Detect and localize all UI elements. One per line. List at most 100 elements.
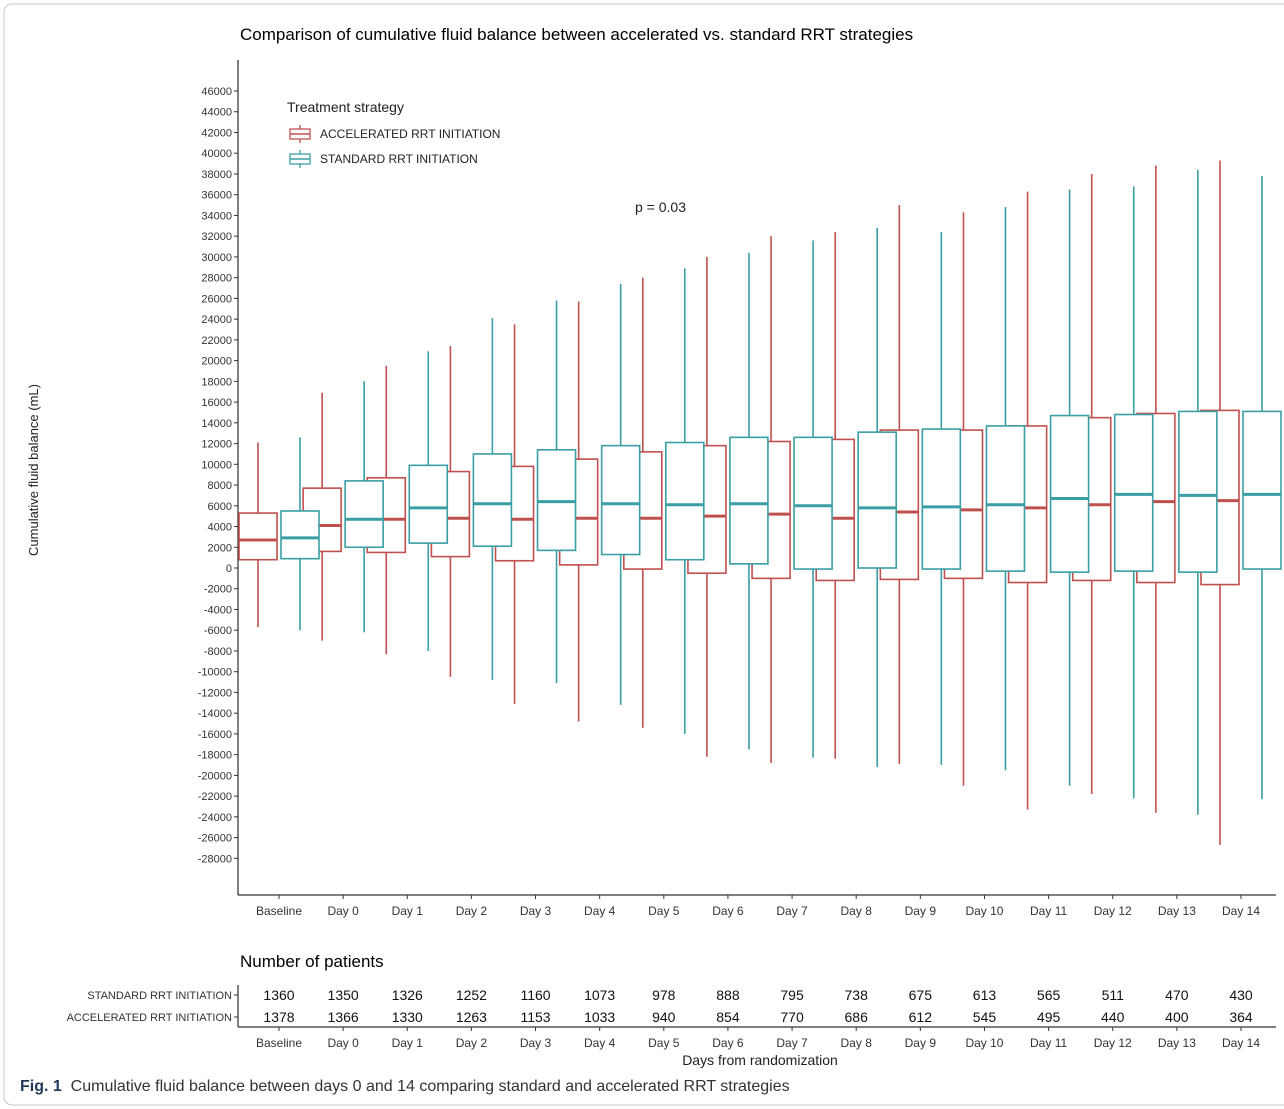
x-tick-label: Day 6 [712, 904, 744, 918]
box-standard [921, 428, 962, 570]
risk-table-x-tick-label: Day 10 [965, 1036, 1003, 1050]
risk-table-x-tick-label: Day 11 [1030, 1036, 1067, 1050]
y-tick-label: -12000 [198, 687, 232, 699]
y-tick-label: -20000 [198, 770, 232, 782]
risk-table-value: 978 [652, 987, 676, 1003]
box-standard [600, 444, 641, 556]
box-standard [729, 436, 769, 565]
risk-table-value: 1252 [456, 987, 487, 1003]
y-tick-label: -10000 [198, 667, 232, 679]
risk-table-x-tick-label: Day 13 [1158, 1036, 1196, 1050]
box-standard [344, 480, 384, 549]
y-tick-label: 46000 [201, 86, 232, 98]
box-standard [664, 441, 705, 561]
box-standard [472, 453, 513, 548]
x-tick-label: Day 14 [1222, 904, 1260, 918]
risk-table-value: 940 [652, 1009, 676, 1025]
risk-table-value: 738 [845, 987, 869, 1003]
risk-table-value: 430 [1229, 987, 1253, 1003]
y-tick-label: -18000 [198, 750, 232, 762]
risk-table-value: 440 [1101, 1009, 1125, 1025]
x-tick-label: Day 4 [584, 904, 616, 918]
risk-table-value: 686 [845, 1009, 869, 1025]
risk-table-x-tick-label: Day 1 [392, 1036, 424, 1050]
y-tick-label: 40000 [201, 148, 232, 160]
figure-border [3, 3, 1284, 1106]
x-tick-label: Baseline [256, 904, 302, 918]
box-standard [985, 425, 1026, 572]
risk-table-value: 1033 [584, 1009, 615, 1025]
x-tick-label: Day 0 [327, 904, 359, 918]
figure-caption-text: Cumulative fluid balance between days 0 … [70, 1078, 790, 1095]
y-tick-label: -4000 [204, 604, 232, 616]
y-tick-label: -8000 [204, 646, 232, 658]
y-axis-label: Cumulative fluid balance (mL) [26, 384, 41, 556]
figure-caption-label: Fig. 1 [20, 1078, 62, 1095]
y-tick-label: 24000 [201, 314, 232, 326]
y-tick-label: 2000 [208, 542, 232, 554]
x-tick-label: Day 11 [1030, 904, 1067, 918]
box-standard [280, 510, 320, 560]
y-tick-label: -22000 [198, 791, 232, 803]
legend-entry-label: STANDARD RRT INITIATION [320, 152, 478, 166]
box-accelerated [238, 512, 278, 561]
y-tick-label: 42000 [201, 127, 232, 139]
y-tick-label: 30000 [201, 252, 232, 264]
risk-table-x-tick-label: Day 7 [776, 1036, 808, 1050]
x-tick-label: Day 13 [1158, 904, 1196, 918]
risk-table: Number of patients Days from randomizati… [67, 952, 1276, 1068]
risk-table-x-tick-label: Baseline [256, 1036, 302, 1050]
box-standard [857, 431, 898, 569]
x-tick-label: Day 1 [392, 904, 424, 918]
risk-table-x-tick-label: Day 6 [712, 1036, 744, 1050]
risk-table-value: 888 [716, 987, 740, 1003]
y-tick-label: 18000 [201, 376, 232, 388]
y-tick-label: -26000 [198, 833, 232, 845]
risk-table-value: 1378 [263, 1009, 294, 1025]
legend-title: Treatment strategy [287, 99, 404, 115]
box-standard [1178, 410, 1218, 573]
y-tick-label: 0 [226, 563, 232, 575]
axes: 4600044000420004000038000360003400032000… [198, 60, 1276, 918]
y-tick-label: 14000 [201, 418, 232, 430]
y-tick-label: -16000 [198, 729, 232, 741]
y-tick-label: 16000 [201, 397, 232, 409]
risk-table-x-tick-label: Day 9 [905, 1036, 937, 1050]
box-standard [793, 436, 833, 570]
risk-table-value: 613 [973, 987, 997, 1003]
risk-table-x-label: Days from randomization [682, 1052, 838, 1068]
y-tick-label: 38000 [201, 169, 232, 181]
risk-table-value: 1350 [328, 987, 359, 1003]
risk-table-x-tick-label: Day 3 [520, 1036, 552, 1050]
risk-table-value: 1153 [520, 1009, 550, 1025]
y-tick-label: 44000 [201, 107, 232, 119]
y-tick-label: -6000 [204, 625, 232, 637]
y-tick-label: 4000 [208, 522, 232, 534]
x-tick-label: Day 12 [1094, 904, 1132, 918]
x-tick-label: Day 5 [648, 904, 680, 918]
risk-table-value: 1330 [392, 1009, 423, 1025]
box-standard [1242, 410, 1282, 570]
risk-table-value: 1160 [520, 987, 550, 1003]
risk-table-value: 545 [973, 1009, 997, 1025]
y-tick-label: 20000 [201, 356, 232, 368]
x-tick-label: Day 8 [841, 904, 873, 918]
chart-title: Comparison of cumulative fluid balance b… [240, 25, 913, 44]
y-tick-label: -24000 [198, 812, 232, 824]
risk-table-value: 1073 [584, 987, 615, 1003]
box-standard [1113, 413, 1154, 572]
risk-table-value: 400 [1165, 1009, 1189, 1025]
risk-table-x-tick-label: Day 0 [327, 1036, 359, 1050]
risk-table-value: 770 [780, 1009, 804, 1025]
risk-table-x-tick-label: Day 5 [648, 1036, 680, 1050]
x-tick-label: Day 10 [965, 904, 1003, 918]
risk-table-value: 1326 [392, 987, 423, 1003]
legend-entry-label: ACCELERATED RRT INITIATION [320, 127, 500, 141]
y-tick-label: 28000 [201, 273, 232, 285]
risk-table-value: 1360 [263, 987, 294, 1003]
box-standard [536, 448, 577, 552]
legend-entry: STANDARD RRT INITIATION [289, 150, 478, 168]
risk-table-value: 1366 [328, 1009, 359, 1025]
